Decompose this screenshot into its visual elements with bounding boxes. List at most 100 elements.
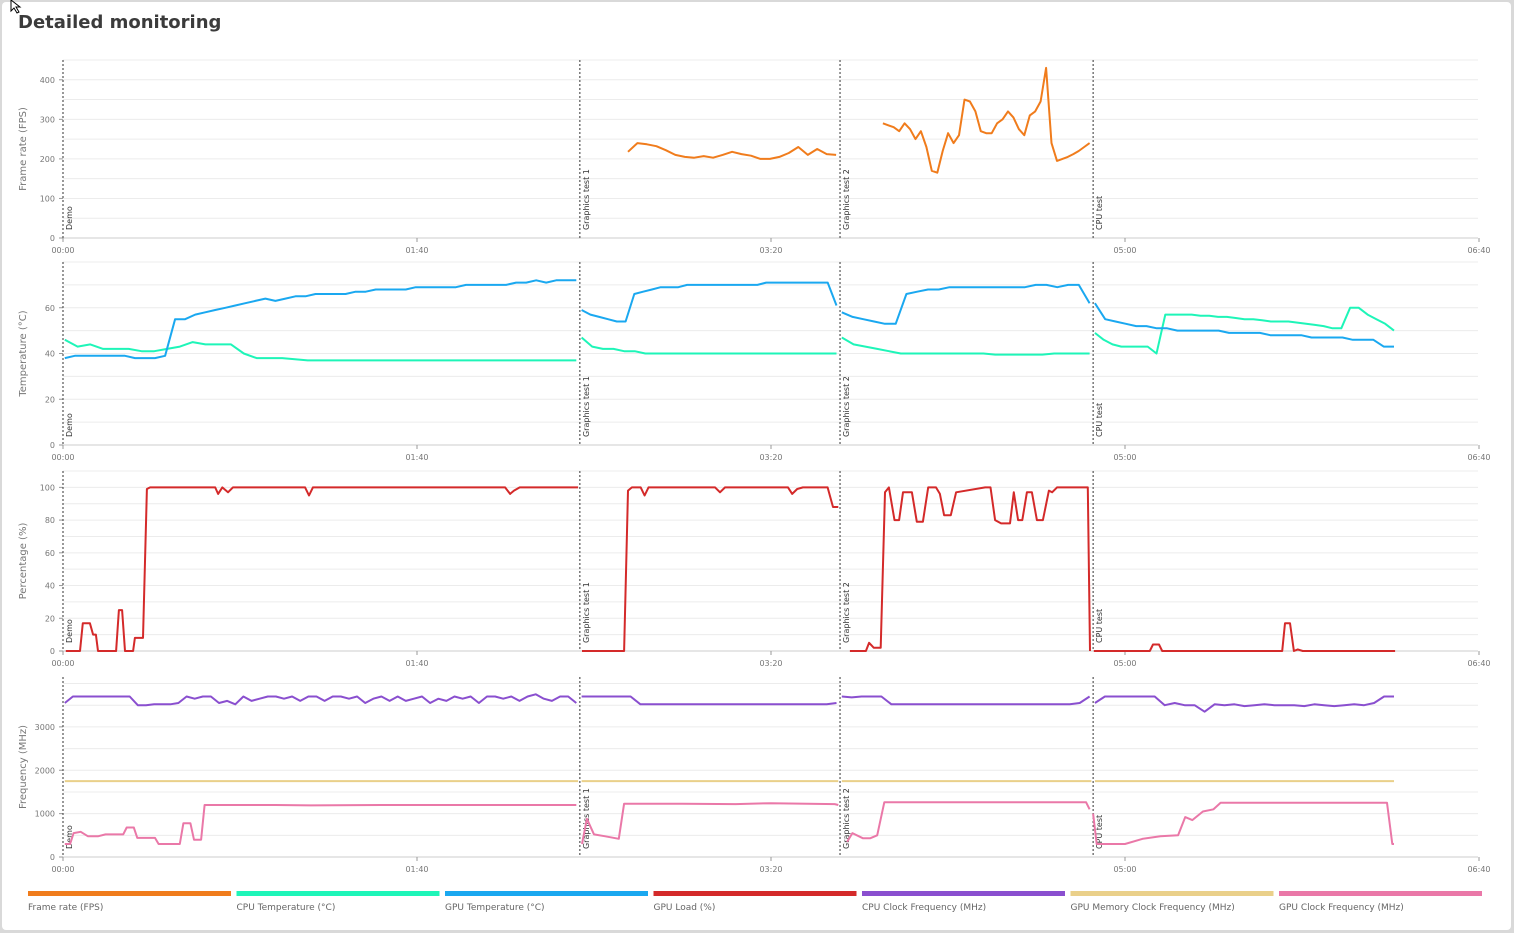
chart-4: 0 1000 2000 3000 Frequency (MHz) 00:00 01:40 03… bbox=[18, 677, 1491, 874]
series-line-cpu-clock-frequency-mhz- bbox=[581, 695, 837, 706]
y-tick-label: 0 bbox=[50, 234, 55, 243]
mouse-cursor-icon bbox=[10, 0, 22, 14]
legend-swatch bbox=[653, 891, 857, 896]
series-line-cpu-temperature-c- bbox=[64, 338, 577, 362]
test-marker-label: CPU test bbox=[1095, 815, 1104, 849]
x-tick-label: 00:00 bbox=[51, 659, 74, 668]
test-marker-label: Demo bbox=[65, 825, 74, 849]
x-tick-label: 01:40 bbox=[405, 865, 428, 874]
legend-swatch bbox=[1070, 891, 1274, 896]
y-tick-label: 3000 bbox=[35, 723, 55, 732]
x-tick-label: 03:20 bbox=[759, 246, 782, 255]
chart-2: 0 20 40 60 Temperature (°C) 00:00 01:40 03:20 05… bbox=[18, 261, 1491, 462]
y-axis-title: Frequency (MHz) bbox=[18, 725, 29, 809]
x-tick-label: 05:00 bbox=[1113, 246, 1136, 255]
series-line-gpu-temperature-c- bbox=[1094, 302, 1394, 348]
series-line-gpu-load- bbox=[65, 486, 579, 652]
legend-swatch bbox=[28, 891, 231, 896]
legend-swatch bbox=[1279, 891, 1482, 896]
series-line-gpu-clock-frequency-mhz- bbox=[1092, 801, 1394, 845]
y-tick-label: 400 bbox=[40, 76, 55, 85]
y-tick-label: 100 bbox=[40, 194, 55, 203]
series-line-frame-rate-fps- bbox=[882, 66, 1091, 174]
test-marker-label: Demo bbox=[65, 206, 74, 230]
x-tick-label: 05:00 bbox=[1113, 453, 1136, 462]
series-line-cpu-temperature-c- bbox=[1094, 306, 1395, 355]
legend-swatch bbox=[236, 891, 440, 896]
y-tick-label: 0 bbox=[50, 853, 55, 862]
test-marker-label: Graphics test 2 bbox=[842, 376, 851, 437]
x-tick-label: 01:40 bbox=[405, 659, 428, 668]
legend-item[interactable]: GPU Temperature (°C) bbox=[445, 891, 648, 913]
test-marker-label: CPU test bbox=[1095, 403, 1104, 437]
test-marker-label: CPU test bbox=[1095, 196, 1104, 230]
legend-label: GPU Load (%) bbox=[654, 903, 716, 913]
series-line-gpu-temperature-c- bbox=[64, 279, 577, 360]
page-title: Detailed monitoring bbox=[18, 12, 222, 33]
series-line-cpu-clock-frequency-mhz- bbox=[841, 695, 1091, 706]
series-line-cpu-clock-frequency-mhz- bbox=[1094, 695, 1394, 713]
test-marker-label: CPU test bbox=[1095, 609, 1104, 643]
legend-item[interactable]: Frame rate (FPS) bbox=[28, 891, 231, 913]
x-tick-label: 01:40 bbox=[405, 453, 428, 462]
legend-item[interactable]: GPU Clock Frequency (MHz) bbox=[1279, 891, 1482, 913]
test-marker-label: Demo bbox=[65, 619, 74, 643]
legend-item[interactable]: CPU Temperature (°C) bbox=[236, 891, 440, 913]
series-line-frame-rate-fps- bbox=[627, 142, 837, 160]
legend-swatch bbox=[445, 891, 648, 896]
legend-label: CPU Temperature (°C) bbox=[237, 903, 336, 913]
y-axis-title: Percentage (%) bbox=[18, 523, 29, 600]
x-tick-label: 06:40 bbox=[1467, 453, 1490, 462]
test-marker-label: Graphics test 1 bbox=[582, 169, 591, 230]
x-tick-label: 03:20 bbox=[759, 453, 782, 462]
y-tick-label: 20 bbox=[45, 395, 55, 404]
y-tick-label: 0 bbox=[50, 441, 55, 450]
series-line-gpu-clock-frequency-mhz- bbox=[581, 802, 839, 845]
legend-label: GPU Clock Frequency (MHz) bbox=[1279, 903, 1404, 913]
legend-item[interactable]: CPU Clock Frequency (MHz) bbox=[862, 891, 1065, 913]
legend-item[interactable]: GPU Load (%) bbox=[653, 891, 857, 913]
series-line-cpu-temperature-c- bbox=[580, 336, 837, 355]
y-axis-title: Temperature (°C) bbox=[18, 310, 29, 397]
test-marker-label: Demo bbox=[65, 413, 74, 437]
test-marker-label: Graphics test 2 bbox=[842, 582, 851, 643]
y-tick-label: 1000 bbox=[35, 810, 55, 819]
chart-3: 0 20 40 60 80 100 Percentage (%) 00:00 01:40 03:2… bbox=[18, 470, 1491, 668]
series-line-gpu-temperature-c- bbox=[581, 281, 838, 323]
legend: Frame rate (FPS) CPU Temperature (°C) GPU … bbox=[28, 891, 1482, 913]
y-tick-label: 200 bbox=[40, 155, 55, 164]
legend-label: Frame rate (FPS) bbox=[28, 903, 103, 913]
y-tick-label: 40 bbox=[45, 350, 55, 359]
x-tick-label: 01:40 bbox=[405, 246, 428, 255]
x-tick-label: 00:00 bbox=[51, 246, 74, 255]
legend-item[interactable]: GPU Memory Clock Frequency (MHz) bbox=[1070, 891, 1274, 913]
legend-swatch bbox=[862, 891, 1065, 896]
x-tick-label: 03:20 bbox=[759, 659, 782, 668]
series-line-gpu-load- bbox=[582, 486, 839, 652]
series-line-cpu-temperature-c- bbox=[841, 336, 1090, 356]
x-tick-label: 00:00 bbox=[51, 865, 74, 874]
series-line-cpu-clock-frequency-mhz- bbox=[64, 693, 577, 707]
y-tick-label: 2000 bbox=[35, 766, 55, 775]
series-line-gpu-load- bbox=[849, 486, 1091, 652]
y-tick-label: 20 bbox=[45, 614, 55, 623]
series-line-gpu-clock-frequency-mhz- bbox=[64, 804, 577, 845]
series-line-gpu-clock-frequency-mhz- bbox=[846, 801, 1091, 843]
y-tick-label: 60 bbox=[45, 304, 55, 313]
x-tick-label: 03:20 bbox=[759, 865, 782, 874]
test-marker-label: Graphics test 1 bbox=[582, 582, 591, 643]
legend-label: CPU Clock Frequency (MHz) bbox=[862, 903, 986, 913]
x-tick-label: 06:40 bbox=[1467, 246, 1490, 255]
x-tick-label: 05:00 bbox=[1113, 659, 1136, 668]
legend-label: GPU Temperature (°C) bbox=[445, 903, 545, 913]
y-tick-label: 300 bbox=[40, 115, 55, 124]
y-axis-title: Frame rate (FPS) bbox=[18, 107, 29, 191]
y-tick-label: 80 bbox=[45, 516, 55, 525]
x-tick-label: 00:00 bbox=[51, 453, 74, 462]
test-marker-label: Graphics test 1 bbox=[582, 376, 591, 437]
y-tick-label: 0 bbox=[50, 647, 55, 656]
y-tick-label: 60 bbox=[45, 549, 55, 558]
legend-label: GPU Memory Clock Frequency (MHz) bbox=[1071, 903, 1235, 913]
y-tick-label: 40 bbox=[45, 582, 55, 591]
